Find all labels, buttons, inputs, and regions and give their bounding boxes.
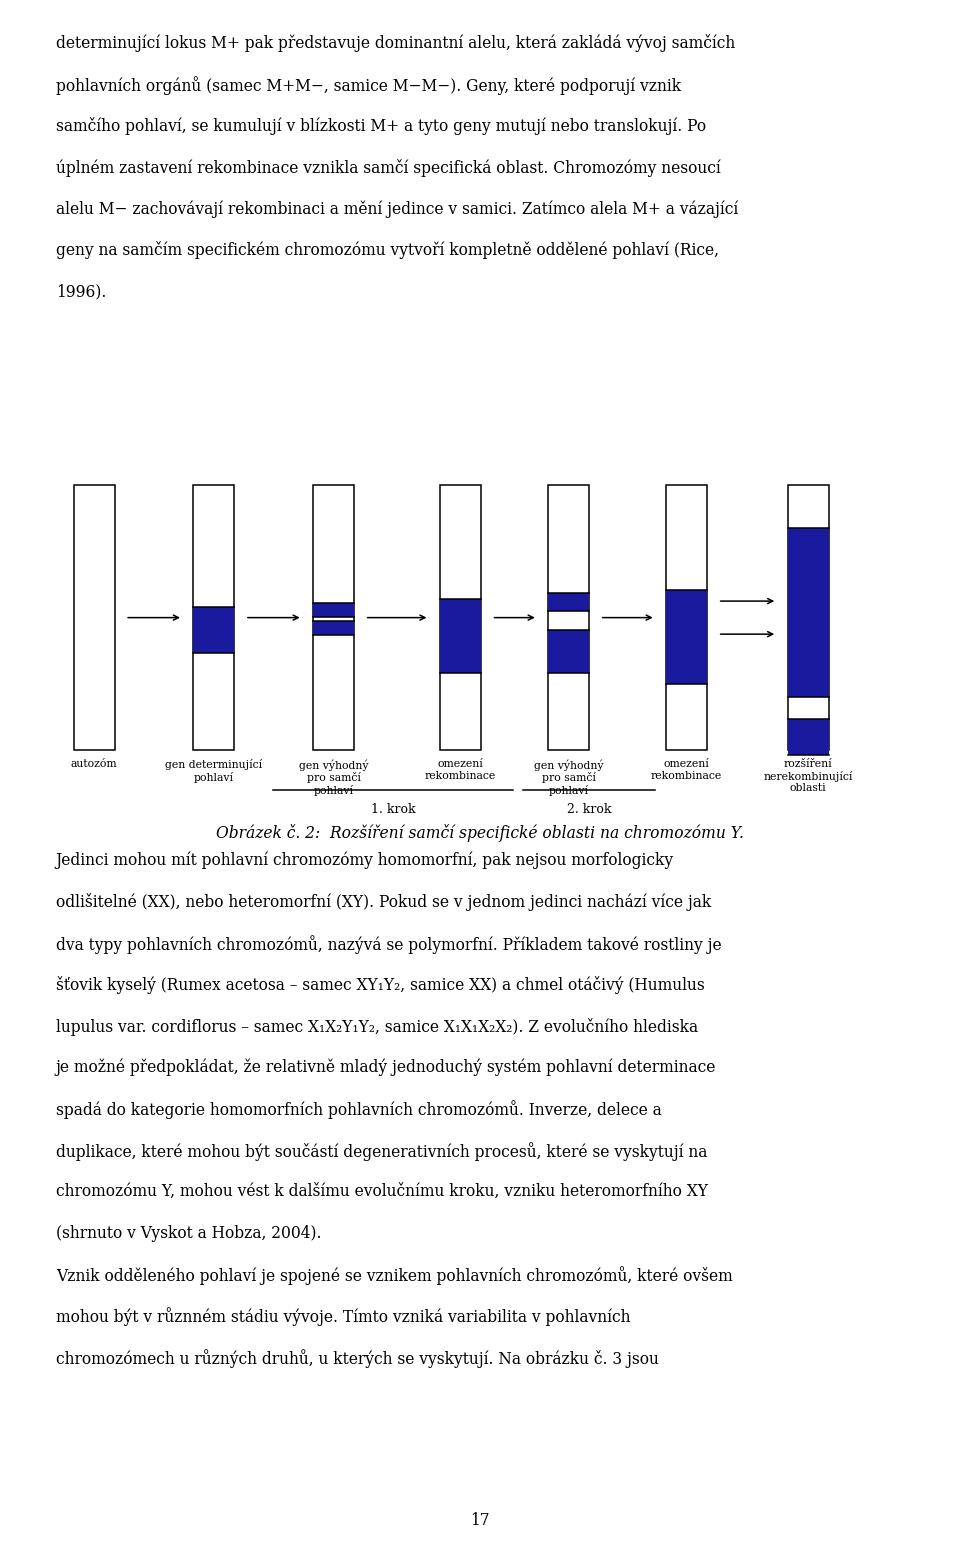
Bar bbox=[788, 528, 828, 697]
Text: gen determinující
pohlaví: gen determinující pohlaví bbox=[165, 760, 262, 783]
Bar bbox=[666, 486, 708, 750]
Bar bbox=[440, 599, 481, 672]
Text: rozšíření
nerekombinující
oblasti: rozšíření nerekombinující oblasti bbox=[763, 760, 852, 794]
Text: chromozómu Y, mohou vést k dalšímu evolučnímu kroku, vzniku heteromorfního XY: chromozómu Y, mohou vést k dalšímu evolu… bbox=[56, 1183, 708, 1200]
Text: gen výhodný
pro samčí
pohlaví: gen výhodný pro samčí pohlaví bbox=[299, 760, 369, 796]
Bar bbox=[313, 486, 354, 750]
Text: geny na samčím specifickém chromozómu vytvoří kompletně oddělené pohlaví (Rice,: geny na samčím specifickém chromozómu vy… bbox=[56, 241, 719, 259]
Text: odlišitelné (XX), nebo heteromorfní (XY). Pokud se v jednom jedinci nachází více: odlišitelné (XX), nebo heteromorfní (XY)… bbox=[56, 894, 711, 911]
Text: duplikace, které mohou být součástí degenerativních procesů, které se vyskytují : duplikace, které mohou být součástí dege… bbox=[56, 1143, 708, 1161]
Bar bbox=[194, 486, 234, 750]
Text: pohlavních orgánů (samec M+M−, samice M−M−). Geny, které podporují vznik: pohlavních orgánů (samec M+M−, samice M−… bbox=[56, 75, 681, 95]
Text: šťovik kyselý (Rumex acetosa – samec XY₁Y₂, samice XX) a chmel otáčivý (Humulus: šťovik kyselý (Rumex acetosa – samec XY₁… bbox=[56, 975, 705, 994]
Text: 17: 17 bbox=[470, 1511, 490, 1529]
Bar bbox=[313, 622, 354, 635]
Text: autozóm: autozóm bbox=[71, 760, 117, 769]
Bar bbox=[74, 486, 114, 750]
Text: samčího pohlaví, se kumulují v blízkosti M+ a tyto geny mutují nebo translokují.: samčího pohlaví, se kumulují v blízkosti… bbox=[56, 117, 706, 136]
Text: úplném zastavení rekombinace vznikla samčí specifická oblast. Chromozómy nesoucí: úplném zastavení rekombinace vznikla sam… bbox=[56, 158, 720, 177]
Text: spadá do kategorie homomorfních pohlavních chromozómů. Inverze, delece a: spadá do kategorie homomorfních pohlavní… bbox=[56, 1100, 661, 1119]
Bar bbox=[194, 606, 234, 652]
Bar bbox=[666, 591, 708, 683]
Text: Obrázek č. 2:  Rozšíření samčí specifické oblasti na chromozómu Y.: Obrázek č. 2: Rozšíření samčí specifické… bbox=[216, 824, 744, 842]
Bar bbox=[788, 719, 828, 755]
Text: mohou být v různném stádiu vývoje. Tímto vzniká variabilita v pohlavních: mohou být v různném stádiu vývoje. Tímto… bbox=[56, 1308, 630, 1327]
Bar bbox=[548, 592, 589, 611]
Bar bbox=[548, 630, 589, 672]
Bar bbox=[548, 486, 589, 750]
Text: Jedinci mohou mít pohlavní chromozómy homomorfní, pak nejsou morfologicky: Jedinci mohou mít pohlavní chromozómy ho… bbox=[56, 852, 674, 869]
Text: 1996).: 1996). bbox=[56, 283, 106, 300]
Bar bbox=[440, 486, 481, 750]
Text: je možné předpokládat, že relativně mladý jednoduchý systém pohlavní determinace: je možné předpokládat, že relativně mlad… bbox=[56, 1060, 716, 1077]
Text: omezení
rekombinace: omezení rekombinace bbox=[651, 760, 722, 780]
Text: gen výhodný
pro samčí
pohlaví: gen výhodný pro samčí pohlaví bbox=[534, 760, 604, 796]
Text: lupulus var. cordiflorus – samec X₁X₂Y₁Y₂, samice X₁X₁X₂X₂). Z evolučního hledis: lupulus var. cordiflorus – samec X₁X₂Y₁Y… bbox=[56, 1018, 698, 1036]
Text: 2. krok: 2. krok bbox=[566, 803, 612, 816]
Text: 1. krok: 1. krok bbox=[371, 803, 416, 816]
Bar bbox=[788, 486, 828, 750]
Text: dva typy pohlavních chromozómů, nazývá se polymorfní. Příkladem takové rostliny : dva typy pohlavních chromozómů, nazývá s… bbox=[56, 935, 721, 953]
Bar bbox=[313, 603, 354, 617]
Text: (shrnuto v Vyskot a Hobza, 2004).: (shrnuto v Vyskot a Hobza, 2004). bbox=[56, 1225, 322, 1241]
Text: determinující lokus M+ pak představuje dominantní alelu, která zakládá vývoj sam: determinující lokus M+ pak představuje d… bbox=[56, 34, 735, 53]
Text: alelu M− zachovávají rekombinaci a mění jedince v samici. Zatímco alela M+ a váz: alelu M− zachovávají rekombinaci a mění … bbox=[56, 200, 738, 217]
Text: Vznik odděleného pohlaví je spojené se vznikem pohlavních chromozómů, které ovše: Vznik odděleného pohlaví je spojené se v… bbox=[56, 1266, 732, 1285]
Text: omezení
rekombinace: omezení rekombinace bbox=[425, 760, 496, 780]
Text: chromozómech u různých druhů, u kterých se vyskytují. Na obrázku č. 3 jsou: chromozómech u různých druhů, u kterých … bbox=[56, 1349, 659, 1368]
